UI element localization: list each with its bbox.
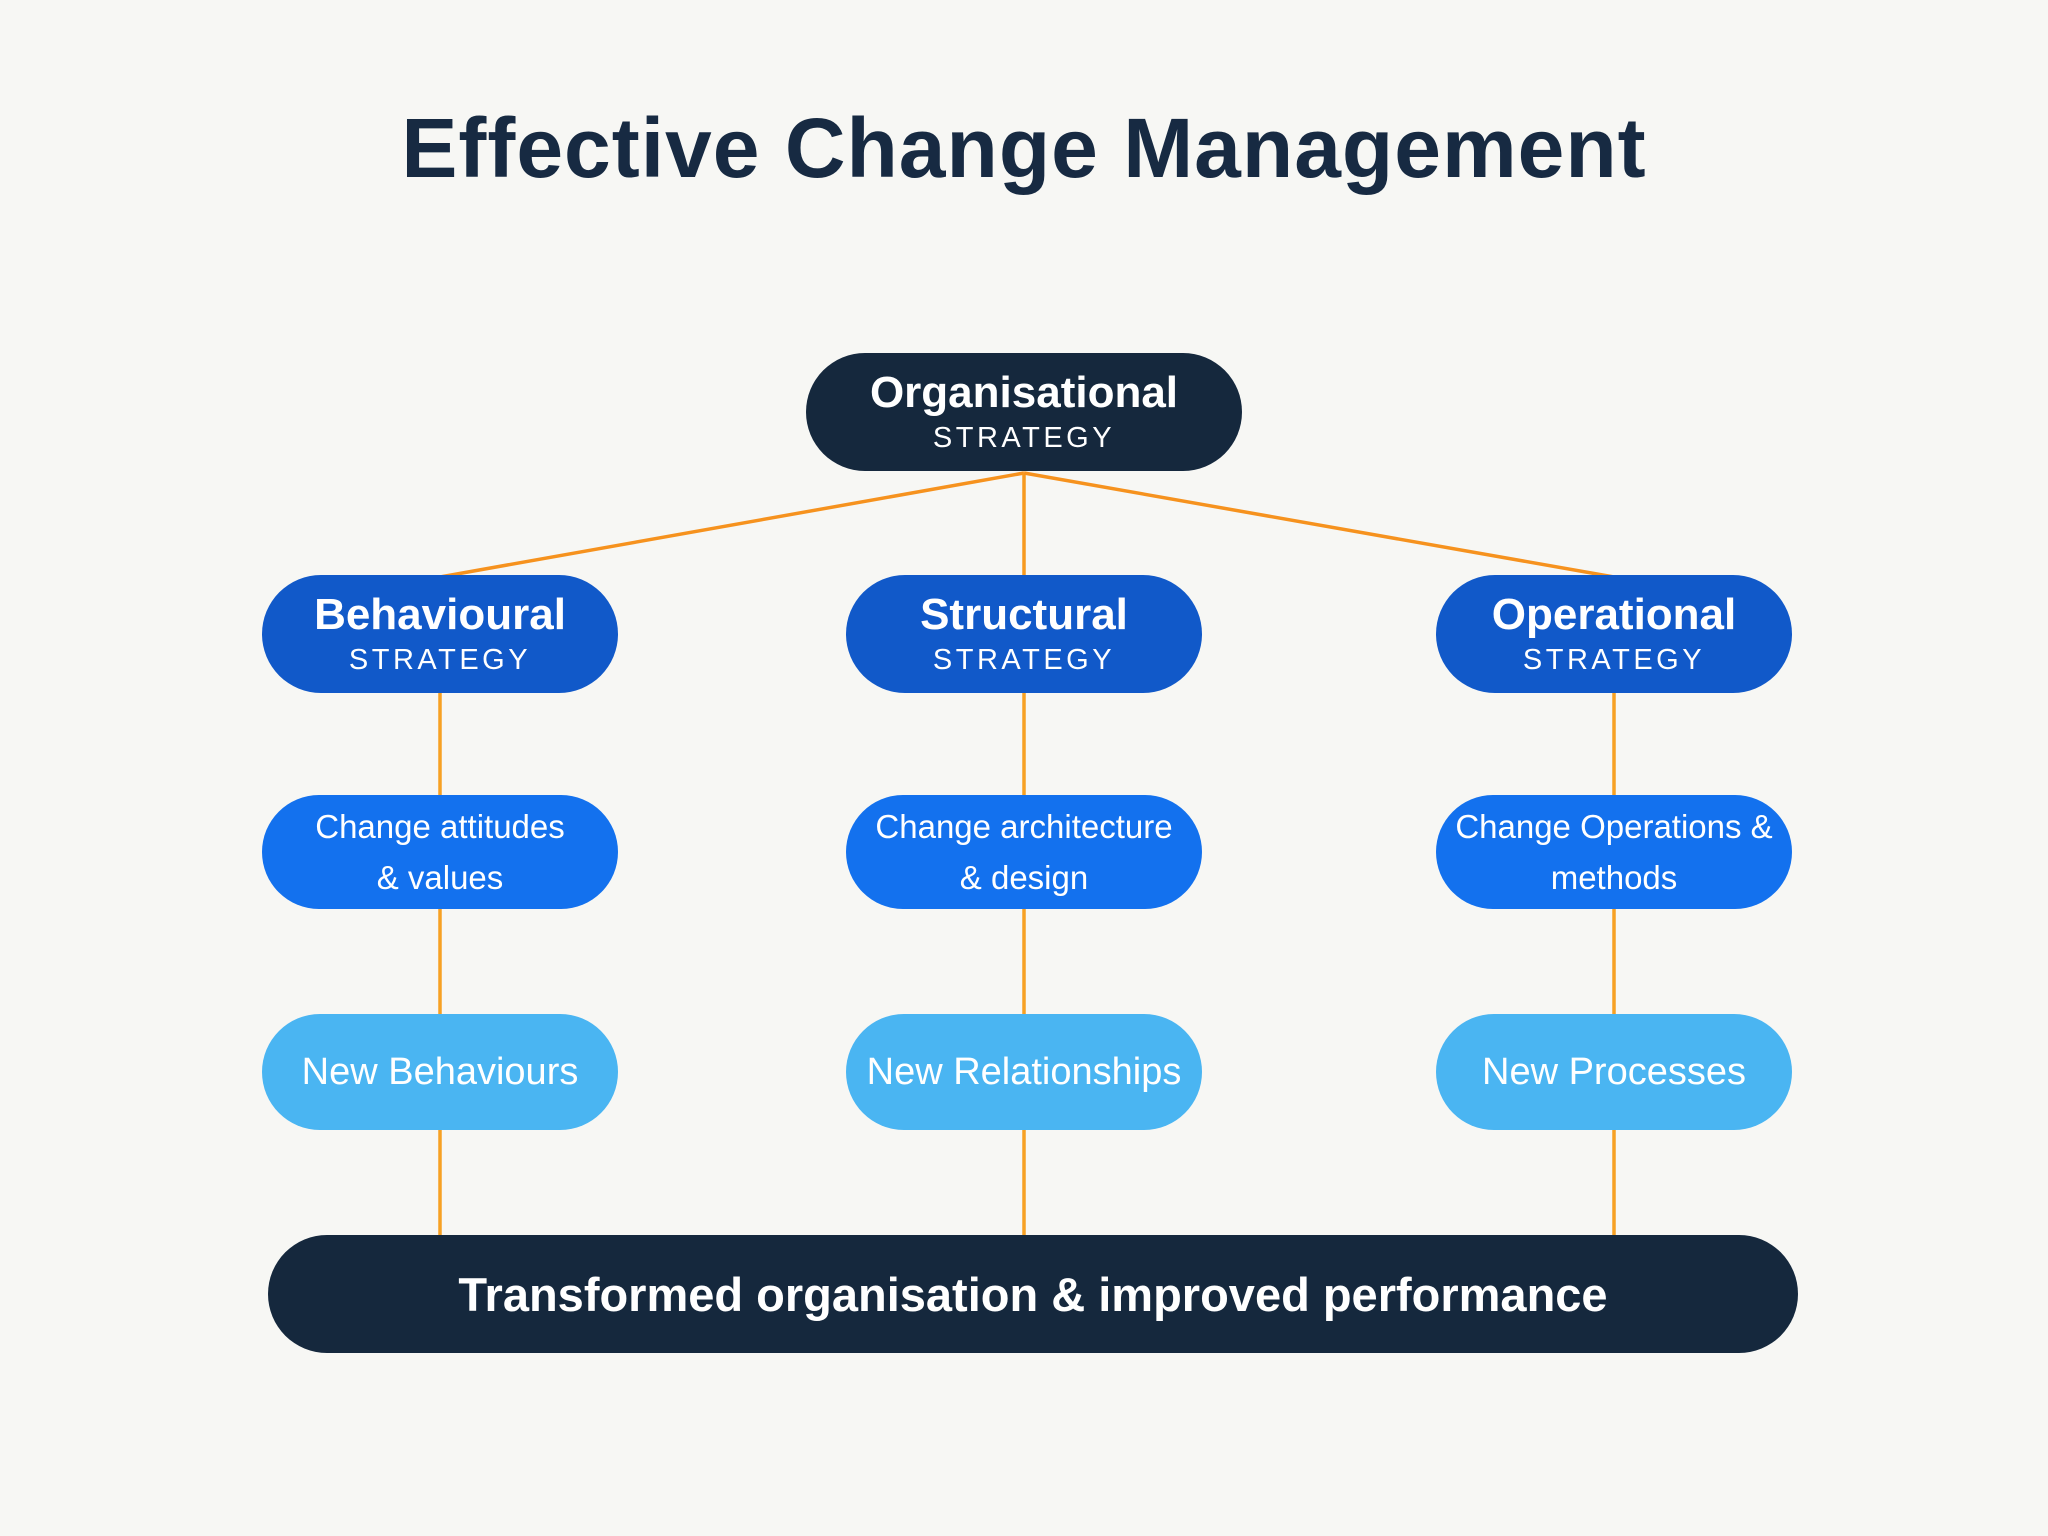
new-processes-node: New Processes — [1436, 1014, 1792, 1130]
change-operations-methods-node: Change Operations & methods — [1436, 795, 1792, 909]
change-operations-methods-label: Change Operations & methods — [1455, 801, 1772, 903]
connector-root-to-behavioural — [439, 471, 1025, 579]
operational-strategy-label: Operational — [1491, 590, 1737, 640]
connector-root-to-operational — [1023, 471, 1615, 579]
change-attitudes-values-node: Change attitudes & values — [262, 795, 618, 909]
new-behaviours-label: New Behaviours — [301, 1050, 579, 1093]
new-processes-label: New Processes — [1482, 1050, 1746, 1093]
organisational-strategy-node: Organisational STRATEGY — [806, 353, 1242, 471]
change-attitudes-line1: Change attitudes — [315, 807, 565, 845]
operational-strategy-sublabel: STRATEGY — [1522, 643, 1706, 676]
operational-strategy-node: Operational STRATEGY — [1436, 575, 1792, 693]
structural-strategy-node: Structural STRATEGY — [846, 575, 1202, 693]
new-behaviours-node: New Behaviours — [262, 1014, 618, 1130]
change-operations-line2: methods — [1550, 859, 1678, 896]
change-architecture-design-label: Change architecture & design — [875, 801, 1172, 903]
behavioural-strategy-node: Behavioural STRATEGY — [262, 575, 618, 693]
structural-strategy-label: Structural — [920, 590, 1128, 640]
behavioural-strategy-sublabel: STRATEGY — [348, 643, 532, 676]
change-architecture-line2: & design — [959, 859, 1089, 896]
organisational-strategy-sublabel: STRATEGY — [932, 421, 1116, 454]
change-attitudes-values-label: Change attitudes & values — [315, 801, 565, 903]
change-architecture-line1: Change architecture — [875, 807, 1173, 845]
diagram-title: Effective Change Management — [401, 101, 1647, 195]
transformed-organisation-bar: Transformed organisation & improved perf… — [268, 1235, 1798, 1353]
change-architecture-design-node: Change architecture & design — [846, 795, 1202, 909]
structural-strategy-sublabel: STRATEGY — [932, 643, 1116, 676]
new-relationships-label: New Relationships — [866, 1050, 1182, 1093]
new-relationships-node: New Relationships — [846, 1014, 1202, 1130]
change-attitudes-line2: & values — [376, 859, 504, 896]
change-operations-line1: Change Operations & — [1455, 807, 1773, 845]
organisational-strategy-label: Organisational — [869, 368, 1179, 418]
transformed-organisation-label: Transformed organisation & improved perf… — [458, 1267, 1608, 1321]
behavioural-strategy-label: Behavioural — [314, 590, 566, 640]
